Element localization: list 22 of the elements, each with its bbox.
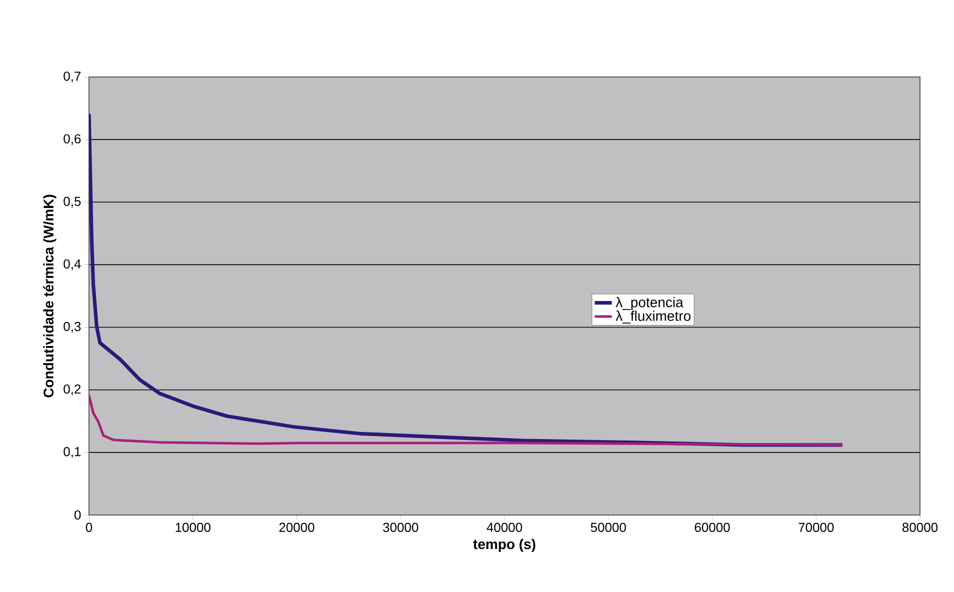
y-tick-label: 0,3 <box>64 322 81 333</box>
x-tick-label: 50000 <box>590 522 626 532</box>
y-axis-title: Condutividade térmica (W/mK) <box>43 194 56 398</box>
x-tick-label: 70000 <box>798 522 834 532</box>
y-tick-label: 0,5 <box>64 196 81 208</box>
y-tick-label: 0,2 <box>64 384 81 396</box>
x-tick-label: 60000 <box>694 522 730 532</box>
legend-label: λ_fluximetro <box>616 310 690 324</box>
x-tick-label: 80000 <box>902 522 938 532</box>
legend-label: λ_potencia <box>616 297 684 310</box>
y-tick-label: 0,1 <box>64 447 81 458</box>
x-tick-label: 20000 <box>279 522 314 532</box>
y-tick-label: 0,6 <box>64 134 81 145</box>
x-tick-label: 40000 <box>486 522 522 532</box>
y-tick-label: 0 <box>74 510 81 520</box>
x-tick-label: 30000 <box>383 522 418 532</box>
x-tick-label: 0 <box>86 522 92 532</box>
x-axis-title: tempo (s) <box>473 538 536 552</box>
y-tick-label: 0,4 <box>64 259 81 270</box>
line-series <box>89 394 844 446</box>
x-tick-label: 10000 <box>176 522 210 532</box>
y-tick-label: 0,7 <box>64 72 81 82</box>
